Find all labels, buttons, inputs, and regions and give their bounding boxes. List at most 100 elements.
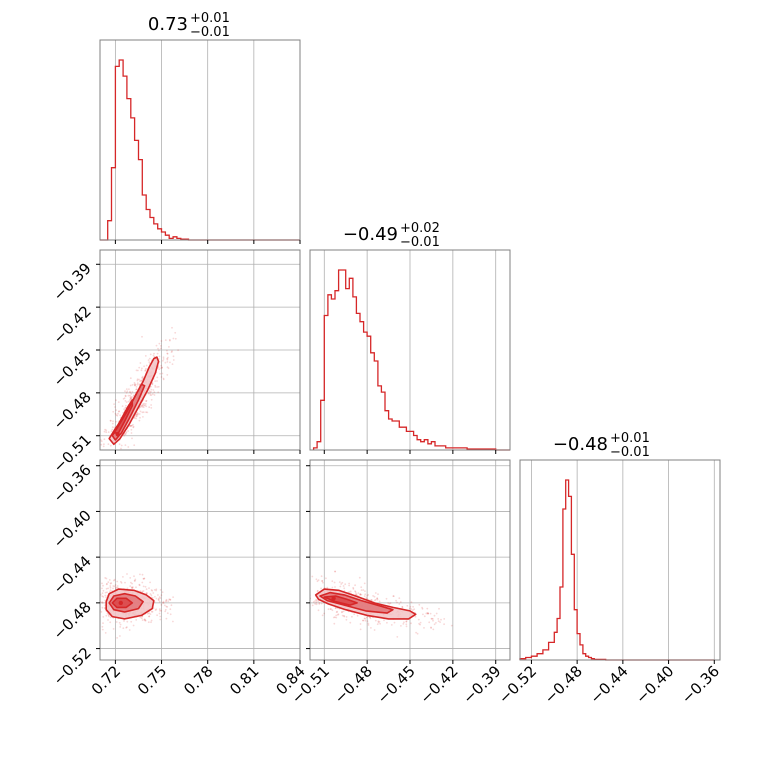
sample-point (341, 611, 343, 614)
title-upper-error-1: +0.02 (400, 221, 440, 236)
sample-point (427, 612, 430, 615)
sample-point (317, 600, 320, 602)
y-tick-label: −0.42 (50, 302, 95, 347)
sample-point (133, 575, 135, 578)
sample-point (370, 627, 372, 629)
sample-point (140, 379, 143, 382)
sample-point (412, 609, 414, 611)
sample-point (102, 453, 104, 455)
sample-point (159, 618, 162, 621)
sample-point (165, 598, 168, 601)
sample-point (98, 622, 100, 624)
sample-point (107, 443, 110, 445)
sample-point (139, 616, 142, 619)
sample-point (129, 424, 132, 427)
sample-point (294, 592, 296, 594)
sample-point (101, 602, 104, 604)
sample-point (102, 596, 105, 598)
sample-point (334, 607, 337, 610)
sample-point (165, 599, 168, 602)
sample-point (134, 579, 136, 582)
title-upper-error-0: +0.01 (190, 11, 230, 26)
sample-point (286, 599, 288, 601)
sample-point (443, 618, 446, 620)
sample-point (125, 404, 127, 407)
sample-point (101, 625, 104, 628)
sample-point (305, 594, 307, 596)
sample-point (145, 367, 147, 370)
sample-point (320, 602, 323, 605)
sample-point (113, 585, 116, 588)
sample-point (108, 615, 110, 618)
sample-point (129, 577, 132, 579)
sample-point (152, 592, 155, 594)
sample-point (340, 583, 343, 585)
sample-point (144, 619, 147, 622)
sample-point (131, 437, 133, 440)
sample-point (122, 576, 124, 578)
sample-point (145, 364, 148, 367)
sample-point (133, 444, 136, 447)
sample-point (171, 350, 173, 353)
x-tick-label: −0.48 (541, 662, 586, 707)
sample-point (134, 383, 137, 386)
sample-point (111, 426, 114, 429)
sample-point (148, 390, 151, 393)
sample-point (134, 578, 137, 581)
sample-point (164, 610, 167, 613)
sample-point (145, 405, 148, 408)
sample-point (154, 384, 157, 387)
sample-point (150, 407, 153, 409)
sample-point (408, 607, 411, 610)
sample-point (352, 586, 355, 589)
sample-point (307, 575, 309, 577)
sample-point (112, 628, 115, 630)
sample-point (161, 366, 164, 369)
sample-point (101, 628, 104, 631)
sample-point (367, 624, 370, 626)
sample-point (160, 340, 163, 342)
sample-point (118, 443, 121, 446)
sample-point (303, 575, 305, 577)
sample-point (348, 582, 350, 585)
sample-point (316, 580, 319, 583)
sample-point (109, 586, 112, 589)
sample-point (166, 357, 169, 360)
sample-point (363, 617, 366, 620)
sample-point (403, 621, 405, 624)
sample-point (143, 577, 145, 580)
sample-point (315, 600, 318, 602)
sample-point (129, 396, 132, 399)
sample-point (169, 339, 171, 342)
sample-point (364, 617, 366, 620)
sample-point (120, 580, 122, 583)
sample-point (144, 585, 147, 588)
sample-point (101, 587, 103, 590)
sample-point (138, 378, 140, 381)
sample-point (165, 605, 168, 608)
sample-point (167, 600, 170, 603)
sample-point (165, 617, 168, 620)
sample-point (120, 582, 123, 584)
sample-point (105, 596, 107, 599)
sample-point (386, 621, 388, 624)
sample-point (124, 581, 126, 584)
sample-point (443, 623, 445, 626)
sample-point (296, 593, 298, 595)
sample-point (135, 619, 138, 621)
sample-point (153, 391, 156, 394)
sample-point (135, 586, 137, 589)
sample-point (396, 636, 399, 638)
sample-point (105, 583, 108, 586)
sample-point (135, 388, 138, 391)
sample-point (136, 383, 139, 386)
sample-point (160, 594, 163, 596)
sample-point (103, 607, 106, 609)
sample-point (121, 405, 124, 407)
sample-point (427, 612, 429, 615)
sample-point (144, 403, 147, 405)
sample-point (122, 398, 125, 400)
sample-point (166, 361, 169, 363)
sample-point (150, 388, 153, 391)
sample-point (321, 580, 324, 583)
